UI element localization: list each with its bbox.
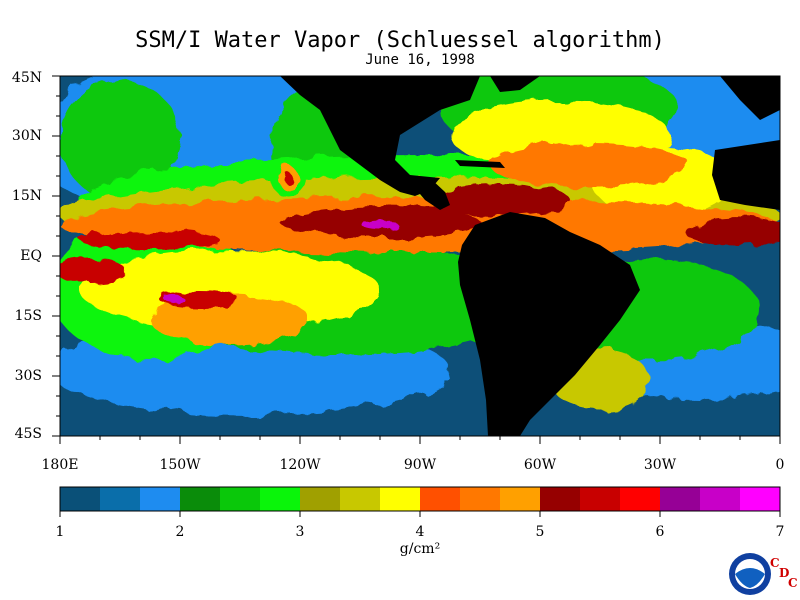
africa-land bbox=[712, 140, 780, 210]
north-america-land bbox=[280, 76, 480, 196]
colorbar-tick-2: 2 bbox=[175, 524, 185, 540]
lat-label-30n: 30N bbox=[11, 128, 42, 144]
cdc-letter-c2: C bbox=[788, 576, 798, 590]
lon-label-150w: 150W bbox=[159, 457, 201, 473]
land-masses bbox=[280, 76, 780, 436]
colorbar-swatch bbox=[700, 487, 741, 511]
colorbar-swatch bbox=[580, 487, 621, 511]
colorbar-swatch bbox=[260, 487, 301, 511]
colorbar-swatch bbox=[740, 487, 781, 511]
map-date: June 16, 1998 bbox=[365, 52, 475, 68]
colorbar-tick-3: 3 bbox=[295, 524, 305, 540]
noaa-logo bbox=[729, 553, 771, 595]
colorbar-swatch bbox=[340, 487, 381, 511]
lat-label-15n: 15N bbox=[11, 188, 42, 204]
colorbar-tick-5: 5 bbox=[535, 524, 545, 540]
colorbar-tick-4: 4 bbox=[415, 524, 425, 540]
cdc-letter-c: C bbox=[770, 556, 780, 570]
europe-land bbox=[720, 76, 780, 120]
colorbar-swatch bbox=[420, 487, 461, 511]
colorbar-tick-1: 1 bbox=[55, 524, 65, 540]
colorbar-swatch bbox=[460, 487, 501, 511]
lon-label-180e: 180E bbox=[41, 457, 79, 473]
colorbar-swatch bbox=[500, 487, 541, 511]
lon-label-90w: 90W bbox=[403, 457, 437, 473]
colorbar-tick-7: 7 bbox=[775, 524, 785, 540]
lat-label-15s: 15S bbox=[14, 308, 42, 324]
northeast-coast-land bbox=[490, 76, 540, 92]
colorbar-swatch bbox=[100, 487, 141, 511]
cdc-letter-d: D bbox=[779, 566, 790, 580]
lat-label-45s: 45S bbox=[14, 426, 42, 442]
lon-label-120w: 120W bbox=[279, 457, 321, 473]
colorbar-tick-6: 6 bbox=[655, 524, 665, 540]
south-america-land bbox=[458, 212, 640, 436]
lat-label-eq: EQ bbox=[20, 248, 42, 264]
lon-label-30w: 30W bbox=[643, 457, 677, 473]
lon-label-0: 0 bbox=[775, 457, 785, 473]
colorbar-swatch bbox=[620, 487, 661, 511]
vapor-field bbox=[60, 76, 780, 436]
caribbean-islands bbox=[455, 160, 505, 168]
central-america-land bbox=[410, 178, 450, 210]
map-title: SSM/I Water Vapor (Schluessel algorithm) bbox=[135, 28, 665, 53]
lon-label-60w: 60W bbox=[523, 457, 557, 473]
colorbar-unit: g/cm² bbox=[399, 541, 441, 557]
colorbar-swatch bbox=[660, 487, 701, 511]
colorbar-swatch bbox=[540, 487, 581, 511]
axis-ticks bbox=[52, 75, 781, 444]
lat-label-30s: 30S bbox=[14, 368, 42, 384]
colorbar-swatch bbox=[180, 487, 221, 511]
lat-label-45n: 45N bbox=[11, 70, 42, 86]
colorbar-swatch bbox=[60, 487, 101, 511]
colorbar-swatch bbox=[300, 487, 341, 511]
colorbar bbox=[59, 486, 781, 517]
colorbar-swatch bbox=[380, 487, 421, 511]
colorbar-swatch bbox=[220, 487, 261, 511]
colorbar-swatch bbox=[140, 487, 181, 511]
